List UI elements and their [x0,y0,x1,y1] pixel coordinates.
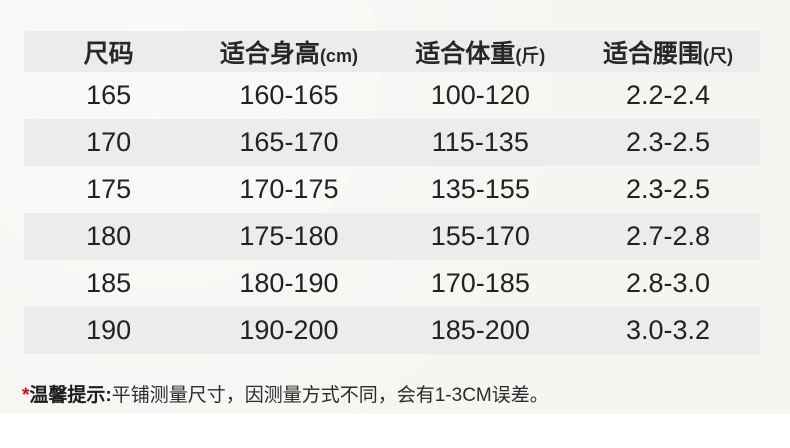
table-row: 175 170-175 135-155 2.3-2.5 [24,166,760,213]
header-height-label: 适合身高 [219,39,320,68]
cell-weight: 155-170 [430,221,530,251]
cell-weight: 170-185 [430,268,530,298]
header-height-unit: (cm) [319,45,358,66]
cell-weight: 100-120 [430,80,530,110]
table-header-row: 尺码 适合身高(cm) 适合体重(斤) 适合腰围(尺) [24,31,760,72]
cell-size: 170 [86,127,132,157]
cell-waist: 2.8-3.0 [625,268,711,298]
cell-height: 170-175 [239,174,339,204]
disclaimer-text: 平铺测量尺寸，因测量方式不同，会有1-3CM误差。 [111,385,549,406]
cell-height: 160-165 [239,80,339,110]
table-row: 170 165-170 115-135 2.3-2.5 [24,119,760,166]
cell-size: 185 [86,268,132,298]
table-row: 190 190-200 185-200 3.0-3.2 [24,307,760,354]
cell-size: 180 [86,221,132,251]
table-row: 185 180-190 170-185 2.8-3.0 [24,260,760,307]
cell-waist: 2.2-2.4 [625,80,711,110]
header-height: 适合身高(cm) [193,31,384,72]
header-weight-label: 适合体重 [415,39,516,68]
cell-waist: 2.3-2.5 [625,174,711,204]
cell-size: 165 [86,80,132,110]
header-weight: 适合体重(斤) [385,31,576,72]
cell-size: 190 [86,315,132,345]
cell-height: 165-170 [239,127,339,157]
table-row: 180 175-180 155-170 2.7-2.8 [24,213,760,260]
cell-weight: 115-135 [431,127,529,157]
header-waist-label: 适合腰围 [602,39,703,68]
header-size: 尺码 [24,31,193,72]
size-chart-table: 尺码 适合身高(cm) 适合体重(斤) 适合腰围(尺) 165 160-165 … [24,31,760,354]
cell-waist: 2.7-2.8 [625,221,711,251]
cell-waist: 3.0-3.2 [625,315,711,345]
cell-weight: 135-155 [430,174,530,204]
bottom-white-strip [0,414,790,448]
cell-weight: 185-200 [430,315,530,345]
cell-height: 180-190 [239,268,339,298]
cell-waist: 2.3-2.5 [625,127,711,157]
measurement-disclaimer: *温馨提示:平铺测量尺寸，因测量方式不同，会有1-3CM误差。 [22,383,549,409]
disclaimer-prefix: 温馨提示: [29,385,112,406]
cell-height: 190-200 [239,315,339,345]
red-asterisk: * [22,385,30,406]
table-row: 165 160-165 100-120 2.2-2.4 [24,72,760,119]
header-weight-unit: (斤) [515,45,546,66]
cell-size: 175 [86,174,132,204]
cell-height: 175-180 [239,221,339,251]
header-waist: 适合腰围(尺) [576,31,760,72]
header-size-label: 尺码 [83,39,134,68]
header-waist-unit: (尺) [703,45,733,66]
